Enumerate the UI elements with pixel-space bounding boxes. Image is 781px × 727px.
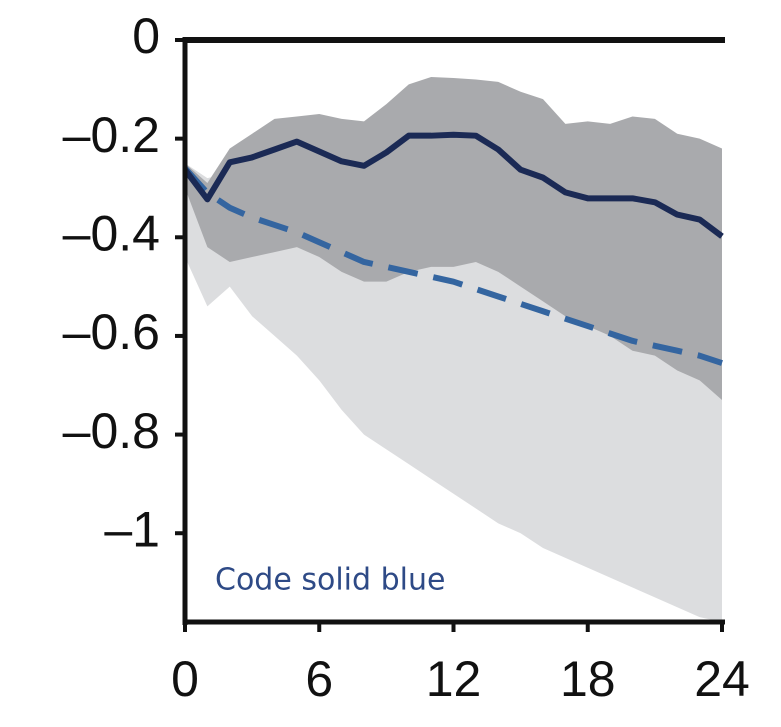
x-tick-label: 24 bbox=[694, 651, 750, 707]
x-tick-label: 6 bbox=[305, 651, 333, 707]
x-tick-label: 18 bbox=[560, 651, 616, 707]
y-tick-label: –0.4 bbox=[63, 205, 160, 261]
y-tick-label: –0.8 bbox=[63, 403, 160, 459]
y-tick-label: –0.2 bbox=[63, 107, 160, 163]
line bbox=[182, 166, 723, 366]
y-tick-label: –0.6 bbox=[63, 304, 160, 360]
x-tick-label: 0 bbox=[171, 651, 199, 707]
annotation: Code solid blue bbox=[215, 563, 445, 598]
line bbox=[182, 131, 724, 239]
y-tick-label: –1 bbox=[104, 501, 160, 557]
confidence-band bbox=[185, 76, 722, 401]
y-tick-label: 0 bbox=[132, 8, 160, 64]
x-tick-label: 12 bbox=[426, 651, 482, 707]
